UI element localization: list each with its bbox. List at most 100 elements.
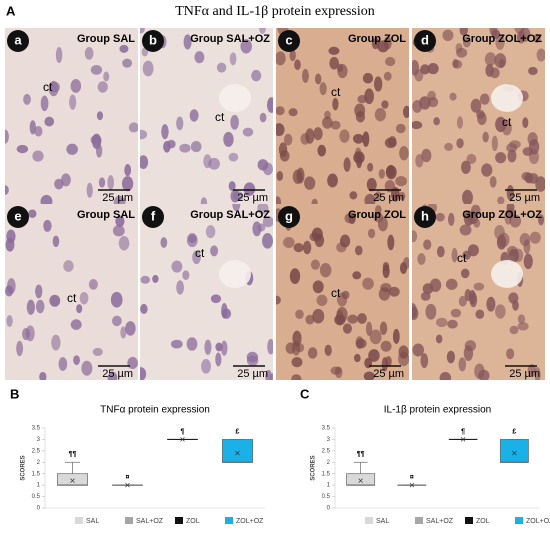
cell — [84, 47, 94, 60]
cell — [40, 95, 49, 112]
letter-badge — [414, 206, 436, 228]
cell — [527, 364, 537, 377]
cell — [215, 352, 222, 367]
cell — [49, 294, 61, 307]
cell — [399, 261, 408, 274]
cell — [263, 162, 273, 176]
panel-letter: g — [285, 208, 293, 223]
mean-marker — [358, 478, 363, 483]
panel-letter: d — [421, 32, 429, 47]
cell — [420, 353, 429, 369]
micrograph — [276, 204, 409, 380]
cell — [464, 289, 472, 302]
cell — [163, 140, 171, 153]
cell — [76, 304, 83, 314]
cell — [79, 291, 89, 305]
group-label: Group ZOL — [348, 209, 406, 221]
cell — [357, 94, 368, 104]
mean-marker — [512, 450, 517, 456]
cell — [514, 28, 525, 34]
cell — [517, 322, 529, 331]
scale-label: 25 µm — [373, 368, 404, 380]
cell — [192, 250, 201, 265]
cell — [512, 300, 519, 311]
cell — [495, 304, 506, 319]
cell — [382, 264, 390, 279]
cell — [302, 240, 312, 255]
cell — [289, 268, 301, 285]
vessel — [491, 84, 523, 112]
panel-label: A — [6, 3, 16, 18]
group-label: Group ZOL+OZ — [462, 33, 542, 45]
cell — [362, 277, 374, 290]
scale-label: 25 µm — [509, 192, 540, 204]
cell — [349, 191, 358, 200]
y-tick-label: 1 — [327, 483, 331, 489]
tissue-label: ct — [43, 80, 53, 94]
scale-label: 25 µm — [237, 368, 268, 380]
legend-label: ZOL — [476, 518, 490, 525]
cell — [435, 212, 445, 222]
legend-swatch — [515, 517, 523, 524]
cell — [63, 260, 74, 273]
letter-badge — [142, 206, 164, 228]
cell — [91, 133, 102, 149]
cell — [35, 284, 43, 299]
cell — [412, 230, 418, 243]
legend-swatch — [225, 517, 233, 524]
tissue-label: ct — [195, 246, 205, 260]
cell — [295, 309, 304, 320]
cell — [339, 234, 351, 248]
cell — [463, 210, 474, 227]
cell — [378, 287, 391, 301]
letter-badge — [7, 30, 29, 52]
cell — [140, 155, 149, 170]
annotation: ¶¶ — [69, 451, 77, 458]
cell — [484, 52, 497, 67]
cell — [319, 82, 327, 96]
cell — [221, 302, 228, 319]
cell — [43, 219, 52, 232]
cell — [497, 196, 505, 204]
letter-badge — [414, 30, 436, 52]
cell — [128, 122, 138, 133]
cell — [124, 164, 132, 177]
cell — [522, 117, 529, 129]
cell — [311, 227, 323, 242]
cell — [267, 338, 273, 355]
cell — [220, 340, 228, 356]
cell — [462, 250, 471, 260]
cell — [527, 132, 538, 146]
cell — [243, 182, 256, 196]
cell — [459, 28, 468, 36]
cell — [230, 189, 240, 203]
group-label: Group ZOL — [348, 33, 406, 45]
cell — [460, 160, 471, 175]
cell — [310, 259, 320, 270]
cell — [481, 163, 493, 177]
cell — [73, 355, 80, 366]
cell — [482, 131, 489, 143]
tissue-label: ct — [457, 251, 467, 265]
cell — [183, 34, 192, 50]
cell — [113, 195, 126, 204]
cell — [319, 262, 332, 278]
scale-label: 25 µm — [373, 192, 404, 204]
cell — [456, 47, 468, 58]
cell — [341, 290, 350, 300]
cell — [506, 348, 515, 360]
cell — [194, 51, 205, 64]
cell — [421, 148, 432, 163]
cell — [293, 243, 304, 253]
cell — [533, 33, 541, 44]
cell — [118, 235, 130, 251]
cell — [433, 117, 440, 126]
cell — [417, 253, 426, 265]
cell — [232, 204, 241, 212]
y-axis-label: SCORES — [21, 455, 27, 480]
cell — [103, 71, 110, 82]
cell — [473, 282, 485, 291]
cell — [257, 223, 266, 232]
cell — [365, 321, 373, 336]
micrograph-bg — [5, 28, 138, 204]
